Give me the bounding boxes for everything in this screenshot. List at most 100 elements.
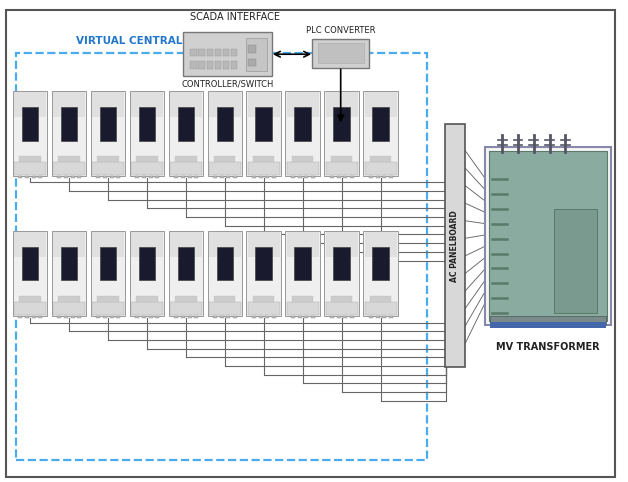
Bar xyxy=(22,247,38,281)
Bar xyxy=(326,302,358,315)
Bar xyxy=(25,176,29,178)
Bar xyxy=(77,176,82,178)
Bar xyxy=(253,156,274,162)
Bar xyxy=(248,59,256,66)
Bar xyxy=(365,302,397,315)
Bar xyxy=(198,61,205,69)
Bar xyxy=(330,316,334,318)
Bar xyxy=(190,49,197,56)
FancyBboxPatch shape xyxy=(168,91,203,176)
Bar xyxy=(175,296,197,302)
Bar xyxy=(344,176,347,178)
Bar xyxy=(369,316,373,318)
Bar xyxy=(188,176,192,178)
Bar xyxy=(207,49,213,56)
Bar xyxy=(311,316,315,318)
Bar xyxy=(372,107,389,141)
FancyBboxPatch shape xyxy=(129,91,165,176)
Bar xyxy=(170,232,202,256)
Bar xyxy=(215,49,221,56)
Bar xyxy=(190,61,197,69)
Bar xyxy=(330,176,334,178)
Bar xyxy=(174,176,178,178)
Bar xyxy=(136,156,158,162)
Bar xyxy=(213,176,217,178)
Bar xyxy=(92,92,124,117)
Bar xyxy=(298,176,301,178)
Bar xyxy=(554,209,597,313)
Bar xyxy=(32,176,36,178)
Bar xyxy=(61,107,77,141)
Bar xyxy=(272,316,276,318)
Text: MV TRANSFORMER: MV TRANSFORMER xyxy=(496,342,600,352)
FancyBboxPatch shape xyxy=(489,151,607,321)
Bar xyxy=(233,316,237,318)
FancyBboxPatch shape xyxy=(246,91,281,176)
Bar xyxy=(19,156,41,162)
Bar xyxy=(181,176,185,178)
FancyBboxPatch shape xyxy=(6,10,615,477)
Bar xyxy=(14,92,46,117)
Bar xyxy=(178,107,194,141)
Bar xyxy=(208,232,241,256)
Bar xyxy=(92,162,124,175)
Bar xyxy=(174,316,178,318)
Bar xyxy=(170,302,202,315)
FancyBboxPatch shape xyxy=(13,91,48,176)
FancyBboxPatch shape xyxy=(129,231,165,316)
Bar xyxy=(246,38,268,71)
Bar xyxy=(188,316,192,318)
Bar xyxy=(214,156,236,162)
Bar xyxy=(311,176,315,178)
Bar xyxy=(103,176,107,178)
Bar xyxy=(252,316,256,318)
Bar xyxy=(370,156,391,162)
Bar xyxy=(272,176,276,178)
Bar xyxy=(208,92,241,117)
Bar xyxy=(376,316,379,318)
Bar xyxy=(97,296,119,302)
Bar xyxy=(266,316,269,318)
Bar xyxy=(208,162,241,175)
Bar xyxy=(100,247,116,281)
Bar xyxy=(337,176,340,178)
Text: PLC CONVERTER: PLC CONVERTER xyxy=(306,26,376,35)
Bar xyxy=(22,107,38,141)
Bar xyxy=(259,176,263,178)
FancyBboxPatch shape xyxy=(285,231,320,316)
Bar xyxy=(376,176,379,178)
FancyBboxPatch shape xyxy=(312,39,369,68)
Bar xyxy=(305,316,308,318)
Bar xyxy=(198,49,205,56)
Bar xyxy=(231,49,237,56)
Bar xyxy=(18,316,23,318)
Bar xyxy=(131,302,163,315)
Bar xyxy=(326,232,358,256)
Bar xyxy=(248,45,256,53)
Bar xyxy=(53,302,85,315)
Bar xyxy=(382,316,386,318)
Bar xyxy=(58,296,80,302)
FancyBboxPatch shape xyxy=(168,231,203,316)
Bar xyxy=(96,316,100,318)
Bar xyxy=(110,176,114,178)
Bar xyxy=(155,316,160,318)
Bar xyxy=(64,176,68,178)
Bar xyxy=(97,156,119,162)
Bar xyxy=(14,162,46,175)
Bar xyxy=(19,296,41,302)
Bar xyxy=(136,296,158,302)
Bar xyxy=(291,316,295,318)
Bar xyxy=(92,232,124,256)
Bar xyxy=(181,316,185,318)
Bar xyxy=(64,316,68,318)
Bar xyxy=(103,316,107,318)
Bar xyxy=(53,232,85,256)
Bar xyxy=(116,316,121,318)
Bar xyxy=(365,92,397,117)
Bar xyxy=(57,316,62,318)
Text: CONTROLLER/SWITCH: CONTROLLER/SWITCH xyxy=(181,79,274,88)
Bar xyxy=(247,162,280,175)
Bar xyxy=(170,92,202,117)
Bar xyxy=(92,302,124,315)
